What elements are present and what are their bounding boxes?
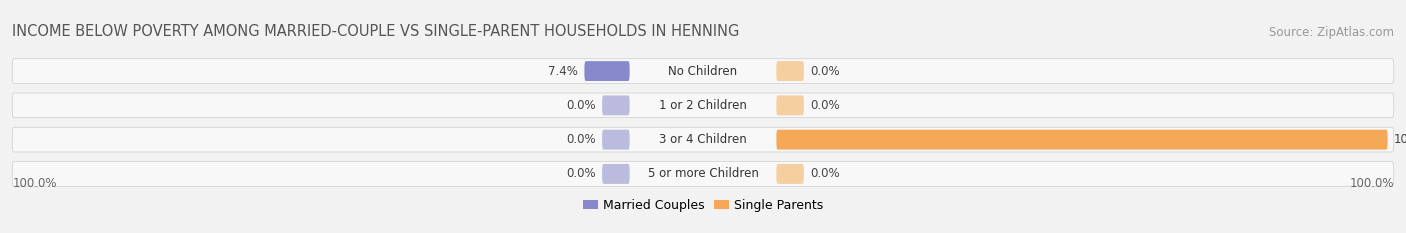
Text: 0.0%: 0.0% xyxy=(810,168,839,180)
Text: INCOME BELOW POVERTY AMONG MARRIED-COUPLE VS SINGLE-PARENT HOUSEHOLDS IN HENNING: INCOME BELOW POVERTY AMONG MARRIED-COUPL… xyxy=(13,24,740,38)
Legend: Married Couples, Single Parents: Married Couples, Single Parents xyxy=(582,199,824,212)
FancyBboxPatch shape xyxy=(776,130,1388,150)
Text: 5 or more Children: 5 or more Children xyxy=(648,168,758,180)
Text: 100.0%: 100.0% xyxy=(1393,133,1406,146)
Text: 1 or 2 Children: 1 or 2 Children xyxy=(659,99,747,112)
FancyBboxPatch shape xyxy=(776,164,804,184)
Text: 3 or 4 Children: 3 or 4 Children xyxy=(659,133,747,146)
FancyBboxPatch shape xyxy=(13,93,1393,118)
Text: 0.0%: 0.0% xyxy=(567,99,596,112)
FancyBboxPatch shape xyxy=(602,96,630,115)
FancyBboxPatch shape xyxy=(13,59,1393,83)
FancyBboxPatch shape xyxy=(776,96,804,115)
FancyBboxPatch shape xyxy=(13,161,1393,186)
FancyBboxPatch shape xyxy=(776,61,804,81)
Text: 0.0%: 0.0% xyxy=(810,99,839,112)
Text: 0.0%: 0.0% xyxy=(567,133,596,146)
Text: 100.0%: 100.0% xyxy=(1350,177,1393,190)
Text: 0.0%: 0.0% xyxy=(567,168,596,180)
FancyBboxPatch shape xyxy=(602,130,630,150)
Text: 0.0%: 0.0% xyxy=(810,65,839,78)
Text: No Children: No Children xyxy=(668,65,738,78)
FancyBboxPatch shape xyxy=(585,61,630,81)
Text: 100.0%: 100.0% xyxy=(13,177,56,190)
FancyBboxPatch shape xyxy=(13,127,1393,152)
Text: Source: ZipAtlas.com: Source: ZipAtlas.com xyxy=(1268,25,1393,38)
Text: 7.4%: 7.4% xyxy=(548,65,578,78)
FancyBboxPatch shape xyxy=(602,164,630,184)
